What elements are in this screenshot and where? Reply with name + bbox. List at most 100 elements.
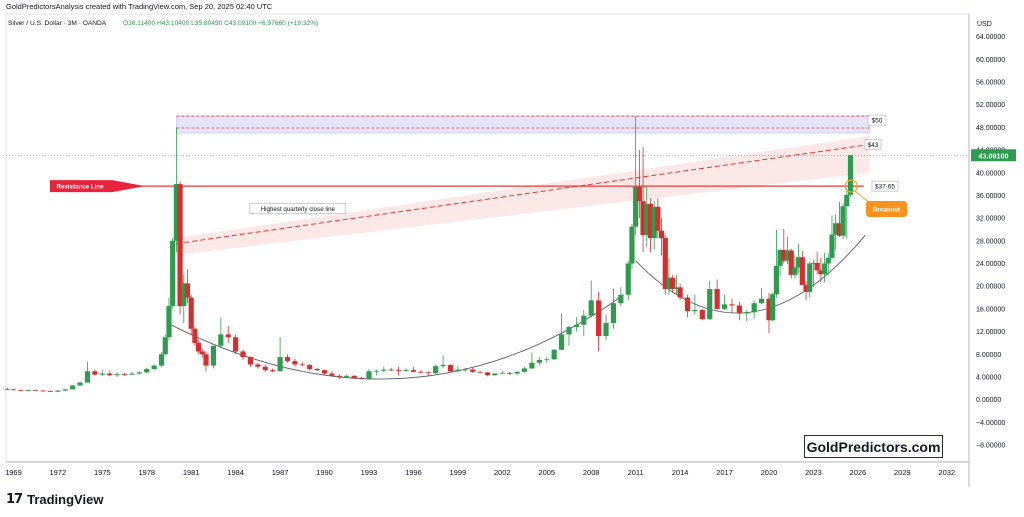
candle-body-up [581,315,587,325]
candle-body-up [751,303,757,313]
breakout-circle [844,179,858,193]
candle-body-up [544,359,550,361]
candle-body-up [99,373,105,375]
candle-body-down [203,354,209,366]
candle-body-down [107,373,113,376]
candle-body-down [396,370,402,371]
candle-body-up [744,312,750,314]
candle-body-down [255,364,261,367]
resistance-price-label-box [871,180,899,192]
breakout-label: Breakout [873,207,901,214]
time-tick-label: 1981 [183,468,200,477]
cup-curve-long [167,294,625,380]
candle-body-up [218,334,224,346]
candle-body-up [373,370,379,372]
candle-body-up [618,294,624,304]
time-tick-label: 2014 [672,468,689,477]
candle-body-up [366,371,372,379]
candle-body-up [55,390,61,392]
time-tick-label: 1996 [405,468,422,477]
candle-body-down [677,287,683,298]
price-tick-label: 24.00000 [976,261,1005,268]
forty-three-label: $43 [868,142,879,149]
candle-body-down [410,370,417,372]
candle-body-up [492,373,498,376]
candle-body-up [651,206,657,238]
time-tick-label: 2011 [628,468,644,477]
candle-body-up [114,374,120,376]
price-tick-label: 16.00000 [976,306,1005,313]
candle-body-up [773,265,779,295]
candle-body-up [529,362,535,369]
candle-body-up [840,206,846,236]
highest-close-label-box [249,203,347,214]
candle-body-up [566,327,572,335]
candle-body-up [381,369,387,371]
symbol-title: Silver / U.S. Dollar · 3M · OANDA [8,20,107,27]
goldpredictors-watermark: GoldPredictors.com [804,435,943,458]
candle-body-down [321,370,328,374]
last-price-value: 43.09100 [979,151,1009,160]
candle-body-down [233,337,239,352]
breakout-pointer [854,190,871,204]
price-tick-label: 4.00000 [976,374,1001,381]
price-tick-label: −4.00000 [976,420,1005,427]
candle-body-down [836,223,842,236]
candle-body-up [807,263,813,292]
candle-body-down [196,342,202,352]
time-tick-label: 1999 [450,468,467,477]
candle-body-up [588,300,594,316]
candle-body-down [766,298,772,321]
last-price-tag [971,149,1016,162]
candle-body-down [358,378,365,379]
time-tick-label: 2029 [894,468,911,477]
candle-body-down [284,357,291,362]
candle-body-down [447,365,454,372]
candle-body-up [158,354,165,366]
candle-body-up [521,368,528,372]
candle-body-up [173,184,179,241]
price-tick-label: 12.00000 [976,329,1005,336]
time-tick-label: 1993 [361,468,378,477]
candle-body-up [792,267,798,275]
candle-body-down [270,370,276,372]
price-tick-label: 0.00000 [976,397,1001,404]
candle-body-down [314,368,320,371]
time-tick-label: 2008 [583,468,600,477]
candle-body-up [536,359,542,363]
candle-body-down [670,277,676,290]
candle-body-down [729,304,735,306]
time-tick-label: 2026 [850,468,867,477]
tradingview-logo[interactable]: 17 TradingView [6,492,103,507]
candle-body-down [92,371,98,375]
candle-body-up [403,370,409,371]
price-tick-label: −8.00000 [976,442,1005,449]
candle-body-up [455,369,461,372]
candle-body-down [484,372,491,376]
candle-body-down [684,297,691,312]
price-tick-label: 32.00000 [976,216,1005,223]
candle-body-up [844,194,850,207]
candle-body-down [803,285,809,292]
candle-body-down [388,369,394,371]
candle-body-down [4,388,11,390]
fifty-label: $50 [872,118,883,125]
tradingview-brand-text: TradingView [27,492,104,507]
candle-body-up [777,249,783,266]
candle-body-down [655,206,661,231]
price-tick-label: 56.00000 [976,80,1005,87]
candle-body-up [144,368,150,373]
candle-body-up [821,263,828,275]
price-tick-label: 40.00000 [976,170,1005,177]
candle-body-up [810,262,817,264]
candle-body-down [199,351,205,355]
candle-body-up [758,298,765,304]
candle-body-up [829,234,835,258]
candle-body-down [121,374,128,375]
candle-body-down [662,238,668,290]
candle-body-up [277,357,283,372]
candle-body-down [799,257,805,286]
candle-body-up [551,349,557,360]
price-tick-label: 52.00000 [976,102,1005,109]
